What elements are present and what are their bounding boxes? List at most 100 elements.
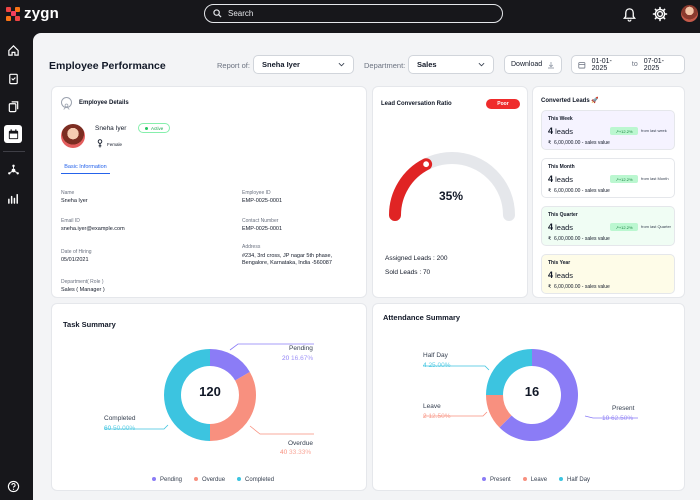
department-select[interactable]: Sales [408,55,494,74]
field-value-contact: EMP-0025-0001 [242,226,283,232]
task-segment-completed[interactable] [164,349,210,441]
chevron-down-icon [478,62,485,67]
lead-count-unit: leads [555,223,574,232]
help-icon[interactable] [4,477,22,495]
date-to-word: to [631,61,638,68]
sold-leads: Sold Leads : 70 [385,269,431,276]
lead-sales-value: 6,00,000.00 - sales value [553,236,610,242]
lead-count-unit: leads [555,175,574,184]
overdue-percent: 33.33% [289,449,312,456]
search-input[interactable]: Search [204,4,503,23]
network-icon[interactable] [4,161,22,179]
bell-icon[interactable] [620,5,638,23]
lead-card-week[interactable]: This Week 4 leads ↗ +12.2% from last wee… [541,110,675,150]
lead-sales: ₹ 6,00,000.00 - sales value [548,188,610,194]
calendar-icon[interactable] [4,125,22,143]
legend-half-day[interactable]: Half Day [559,477,590,483]
legend-present[interactable]: Present [482,477,511,483]
currency-icon: ₹ [548,236,552,242]
lead-change: +12.2% [618,176,633,182]
top-bar: zygn Search [0,0,700,28]
gauge-chart [389,152,515,221]
page-title: Employee Performance [49,60,166,72]
present-value: 10 62.50% [602,415,633,422]
completed-count: 60 [104,425,112,432]
attendance-summary-card: Attendance Summary 16 Half Day 4 25.00% … [372,303,685,491]
home-icon[interactable] [4,41,22,59]
overdue-callout-line [249,425,314,435]
legend-completed[interactable]: Completed [237,477,274,483]
lead-change: +12.2% [618,128,633,134]
lead-count-number: 4 [548,126,554,136]
attendance-summary-title: Attendance Summary [383,313,461,322]
lead-change-badge: ↗ +12.2% [610,127,638,135]
legend-leave-text: Leave [530,477,548,483]
report-of-label: Report of: [217,61,250,70]
lead-sales-value: 6,00,000.00 - sales value [553,140,610,146]
legend-leave[interactable]: Leave [522,477,548,483]
gauge-fill [389,158,433,221]
task-segment-overdue[interactable] [210,372,257,441]
lead-card-month[interactable]: This Month 4 leads ↗ +12.2% from last Mo… [541,158,675,198]
task-segment-pending[interactable] [210,349,250,381]
lead-count-unit: leads [555,271,574,280]
analytics-icon[interactable] [4,189,22,207]
employee-gender: Female [107,142,123,147]
attendance-legend: Present Leave Half Day [482,477,590,483]
overdue-value: 40 33.33% [280,449,311,456]
completed-percent: 50.00% [113,425,136,432]
field-label-contact: Contact Number [242,218,279,224]
lead-change-badge: ↗ +12.2% [610,175,638,183]
lead-sales: ₹ 6,00,000.00 - sales value [548,236,610,242]
task-callout-lines [104,343,314,435]
leave-percent: 12.50% [428,413,451,420]
lead-count-unit: leads [555,127,574,136]
legend-pending-text: Pending [160,477,183,483]
currency-icon: ₹ [548,284,552,290]
report-of-select[interactable]: Sneha Iyer [253,55,354,74]
attendance-segment-leave[interactable] [486,395,512,428]
clipboard-icon[interactable] [4,69,22,87]
download-button[interactable]: Download [504,55,562,74]
lead-change: +12.2% [618,224,633,230]
date-range-picker[interactable]: 01-01-2025 to 07-01-2025 [571,55,685,74]
download-label: Download [511,61,543,68]
field-label-address: Address [242,244,261,250]
currency-icon: ₹ [548,188,552,194]
legend-pending[interactable]: Pending [152,477,182,483]
lead-card-quarter[interactable]: This Quarter 4 leads ↗ +12.2% from last … [541,206,675,246]
completed-label: Completed [104,415,136,422]
app-logo[interactable]: zygn [6,5,59,22]
lead-from: from last Month [641,176,669,181]
calendar-icon [578,61,586,68]
lead-count: 4 leads [548,222,573,232]
field-label-email: Email ID [61,218,80,224]
leave-count: 2 [423,413,427,420]
rocket-icon: 🚀 [591,98,599,104]
field-value-address: #234, 3rd cross, JP nagar 5th phase, Ben… [242,253,333,266]
lead-count-number: 4 [548,270,554,280]
field-value-employee-id: EMP-0025-0001 [242,198,283,204]
attendance-segment-present[interactable] [499,349,578,441]
lead-count: 4 leads [548,126,573,136]
attendance-segment-half-day[interactable] [486,349,532,395]
lead-sales-value: 6,00,000.00 - sales value [553,188,610,194]
lead-ratio-title: Lead Conversation Ratio [381,101,452,107]
lead-card-year[interactable]: This Year 4 leads ₹ 6,00,000.00 - sales … [541,254,675,294]
documents-icon[interactable] [4,97,22,115]
present-label: Present [612,405,635,412]
sidebar-divider [3,151,25,152]
department-value: Sales [417,60,437,69]
user-avatar[interactable] [681,5,698,22]
legend-overdue[interactable]: Overdue [194,477,225,483]
gear-icon[interactable] [651,5,669,23]
pending-label: Pending [289,345,313,352]
sidebar [0,28,26,500]
lead-from: from last Quarter [641,224,672,229]
leave-value: 2 12.50% [423,413,450,420]
attendance-total: 16 [524,384,540,399]
legend-half-day-text: Half Day [567,477,591,483]
present-callout-line [584,415,638,419]
download-icon [548,61,554,68]
tab-basic-information[interactable]: Basic Information [61,164,110,174]
